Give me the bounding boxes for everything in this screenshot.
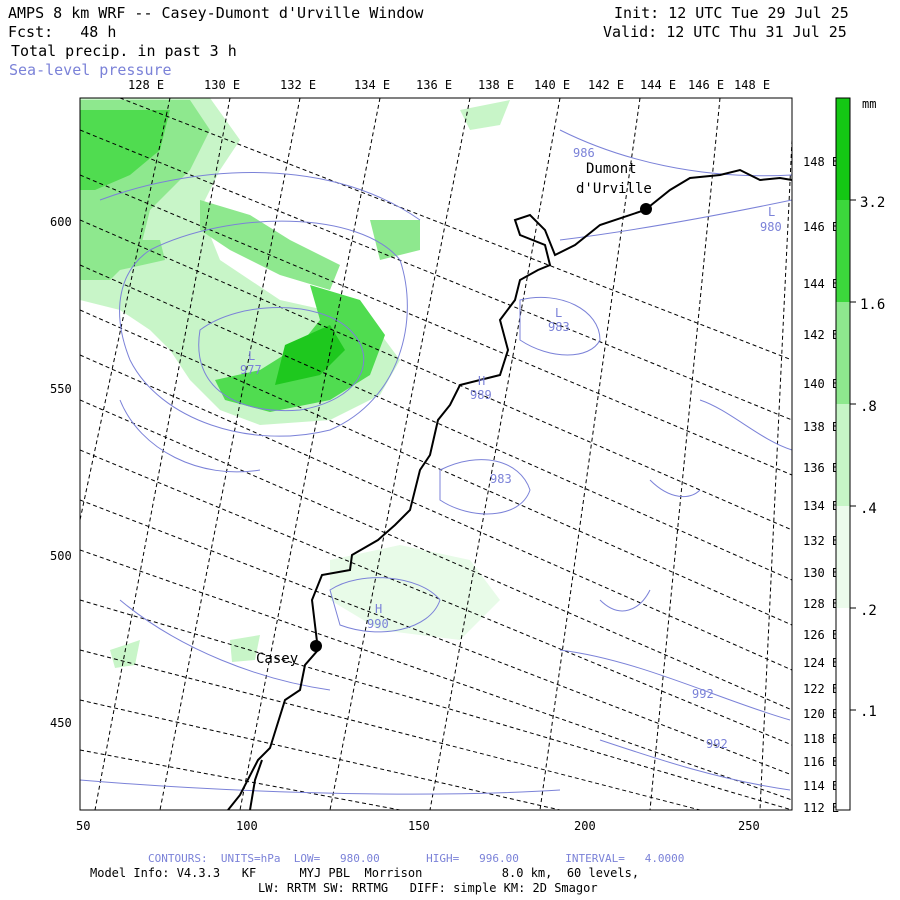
svg-text:144 E: 144 E [640,78,676,92]
svg-text:150: 150 [408,819,430,833]
svg-text:990: 990 [367,617,389,631]
forecast-hour: Fcst: 48 h [8,23,117,41]
svg-text:146 E: 146 E [803,220,839,234]
svg-text:.2: .2 [860,603,877,619]
svg-text:100: 100 [236,819,258,833]
precip-colorbar: mm 3.2 1.6 .8 .4 .2 .1 [835,97,885,811]
contour-info: CONTOURS: UNITS=hPa LOW= 980.00 HIGH= 99… [148,852,685,865]
svg-text:L: L [555,306,562,320]
svg-text:600: 600 [50,215,72,229]
svg-text:134 E: 134 E [803,499,839,513]
svg-text:983: 983 [490,472,512,486]
svg-text:3.2: 3.2 [860,195,885,211]
svg-text:148 E: 148 E [734,78,770,92]
svg-text:138 E: 138 E [803,420,839,434]
svg-text:134 E: 134 E [354,78,390,92]
svg-text:148 E: 148 E [803,155,839,169]
top-longitude-labels: 128 E 130 E 132 E 134 E 136 E 138 E 140 … [128,78,770,92]
svg-text:136 E: 136 E [803,461,839,475]
svg-text:550: 550 [50,382,72,396]
overlay-name: Sea-level pressure [9,61,172,79]
field-name: Total precip. in past 3 h [11,42,237,60]
svg-text:H: H [478,374,485,388]
svg-text:.4: .4 [860,501,877,517]
svg-text:132 E: 132 E [280,78,316,92]
svg-text:112 E: 112 E [803,801,839,815]
valid-time: Valid: 12 UTC Thu 31 Jul 25 [603,23,847,41]
svg-text:132 E: 132 E [803,534,839,548]
svg-text:140 E: 140 E [803,377,839,391]
svg-text:1.6: 1.6 [860,297,885,313]
station-dumont-label-2: d'Urville [576,181,652,197]
svg-text:H: H [375,602,382,616]
svg-text:114 E: 114 E [803,779,839,793]
station-dumont-label-1: Dumont [586,161,637,177]
svg-text:146 E: 146 E [688,78,724,92]
colorbar-unit: mm [862,97,876,111]
svg-text:50: 50 [76,819,90,833]
x-axis-labels: 50 100 150 200 250 [76,819,760,833]
svg-text:138 E: 138 E [478,78,514,92]
dumont-durville-marker [640,203,652,215]
svg-text:116 E: 116 E [803,755,839,769]
graticule [80,98,792,810]
map-title: AMPS 8 km WRF -- Casey-Dumont d'Urville … [8,4,424,22]
svg-text:983: 983 [548,320,570,334]
station-casey-label: Casey [256,651,298,667]
right-longitude-labels: 148 E 146 E 144 E 142 E 140 E 138 E 136 … [803,155,839,815]
casey-marker [310,640,322,652]
svg-text:140 E: 140 E [534,78,570,92]
svg-text:142 E: 142 E [588,78,624,92]
init-time: Init: 12 UTC Tue 29 Jul 25 [614,4,849,22]
svg-text:124 E: 124 E [803,656,839,670]
svg-text:980: 980 [760,220,782,234]
svg-text:.8: .8 [860,399,877,415]
svg-text:.1: .1 [860,704,877,720]
svg-text:992: 992 [692,687,714,701]
svg-text:118 E: 118 E [803,732,839,746]
svg-text:989: 989 [470,388,492,402]
svg-text:128 E: 128 E [128,78,164,92]
precip-shading [80,98,510,668]
slp-contours [80,129,792,795]
svg-text:977: 977 [240,363,262,377]
pressure-labels: L 977 L 983 H 989 983 H 990 L 980 986 99… [240,146,782,751]
svg-text:128 E: 128 E [803,597,839,611]
svg-text:130 E: 130 E [204,78,240,92]
svg-text:250: 250 [738,819,760,833]
svg-text:122 E: 122 E [803,682,839,696]
svg-text:126 E: 126 E [803,628,839,642]
svg-text:200: 200 [574,819,596,833]
svg-text:992: 992 [706,737,728,751]
svg-text:130 E: 130 E [803,566,839,580]
physics-info: LW: RRTM SW: RRTMG DIFF: simple KM: 2D S… [258,881,598,895]
svg-text:L: L [768,205,775,219]
svg-text:144 E: 144 E [803,277,839,291]
model-info: Model Info: V4.3.3 KF MYJ PBL Morrison 8… [90,866,640,880]
svg-text:L: L [248,349,255,363]
svg-text:500: 500 [50,549,72,563]
svg-text:136 E: 136 E [416,78,452,92]
svg-text:142 E: 142 E [803,328,839,342]
svg-text:986: 986 [573,146,595,160]
svg-text:450: 450 [50,716,72,730]
y-axis-labels: 600 550 500 450 [50,215,72,730]
svg-text:120 E: 120 E [803,707,839,721]
